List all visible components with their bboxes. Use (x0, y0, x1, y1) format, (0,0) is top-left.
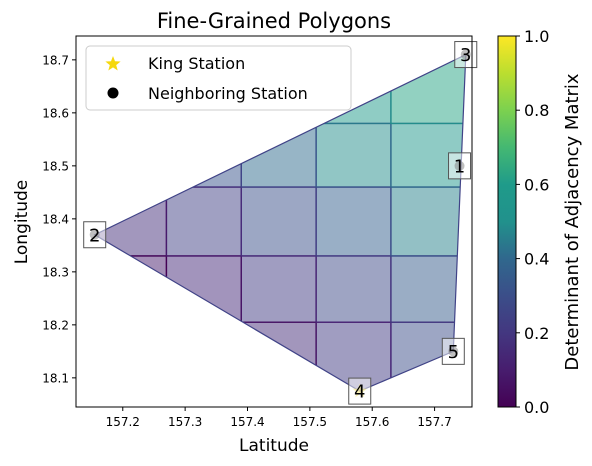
station-label-box (83, 221, 107, 249)
x-axis-label: Latitude (239, 436, 309, 456)
polygon-cell (315, 255, 392, 323)
colorbar-tick-label: 0.2 (524, 324, 549, 343)
polygon-cell (166, 255, 242, 323)
station-label-box (448, 152, 472, 180)
cell-border (94, 321, 168, 392)
legend-star-icon (105, 56, 121, 71)
station-label: 1 (454, 156, 465, 177)
cell-border (94, 122, 168, 188)
y-tick-label: 18.6 (42, 106, 69, 120)
station-label: 5 (448, 342, 459, 363)
y-tick-label: 18.7 (42, 53, 69, 67)
colorbar (498, 36, 516, 407)
plot-frame (75, 35, 473, 408)
polygon-cell (166, 186, 242, 257)
cell-border (165, 321, 242, 392)
station-label-box (454, 41, 478, 69)
chart-title: Fine-Grained Polygons (157, 9, 391, 33)
y-tick-label: 18.3 (42, 265, 69, 279)
x-tick-label: 157.5 (293, 415, 327, 429)
station-label: 3 (460, 45, 471, 66)
polygon-cell (94, 255, 167, 323)
station-label-box (441, 337, 465, 365)
polygon-cell (315, 186, 392, 257)
x-axis-ticks: 157.2 157.3 157.4 157.5 157.6 157.7 (106, 407, 452, 429)
legend-circle-icon (107, 87, 119, 99)
colorbar-tick-label: 0.8 (524, 101, 549, 120)
colorbar-ticks: 0.0 0.2 0.4 0.6 0.8 1.0 (516, 27, 549, 417)
polygon-cell (94, 321, 167, 392)
x-tick-label: 157.2 (106, 415, 140, 429)
polygon-cell (166, 123, 242, 188)
polygon-cell (94, 123, 167, 188)
x-tick-label: 157.4 (230, 415, 264, 429)
colorbar-tick-label: 1.0 (524, 27, 549, 46)
y-axis-label: Longitude (12, 180, 32, 265)
x-tick-label: 157.3 (168, 415, 202, 429)
colorbar-tick-label: 0.6 (524, 175, 549, 194)
polygon-cell (315, 123, 392, 188)
station-markers: 1 2 3 4 5 (83, 41, 478, 405)
y-tick-label: 18.4 (42, 212, 69, 226)
legend: King Station Neighboring Station (85, 45, 352, 111)
y-tick-label: 18.5 (42, 159, 69, 173)
polygon-cell (166, 321, 242, 392)
y-tick-label: 18.2 (42, 318, 69, 332)
polygon-cell (240, 321, 317, 392)
legend-neighbor-label: Neighboring Station (148, 84, 308, 103)
station-label-box (348, 377, 372, 405)
station-label: 4 (354, 382, 365, 403)
polygon-cell (240, 186, 317, 257)
polygon-cell (390, 186, 466, 257)
colorbar-tick-label: 0.0 (524, 398, 549, 417)
station-label: 2 (89, 225, 100, 246)
colorbar-frame (497, 35, 517, 408)
y-tick-label: 18.1 (42, 371, 69, 385)
polygon-cell (390, 255, 466, 323)
legend-box (85, 45, 352, 111)
colorbar-label: Determinant of Adjacency Matrix (562, 73, 583, 371)
polygon-cell (240, 255, 317, 323)
x-tick-label: 157.6 (355, 415, 389, 429)
x-tick-label: 157.7 (417, 415, 451, 429)
colorbar-tick-label: 0.4 (524, 250, 549, 269)
y-axis-ticks: 18.1 18.2 18.3 18.4 18.5 18.6 18.7 (42, 53, 76, 385)
legend-king-label: King Station (148, 54, 245, 73)
